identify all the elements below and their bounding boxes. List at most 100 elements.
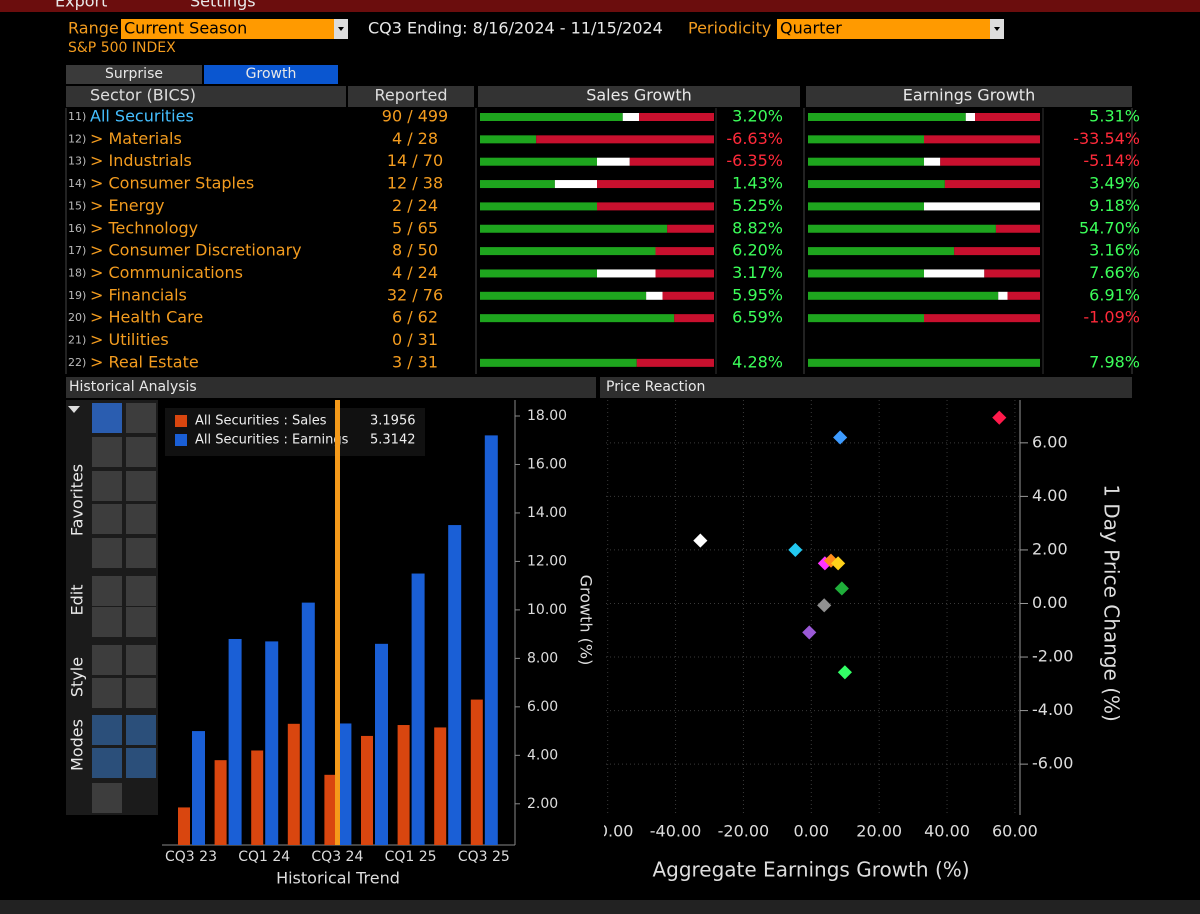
- tool-button[interactable]: [92, 403, 122, 433]
- reported: 4 / 28: [392, 129, 438, 148]
- bar-green: [808, 358, 1040, 367]
- panel-title: Historical Analysis: [69, 379, 197, 395]
- legend-value: 3.1956: [370, 414, 416, 429]
- legend-value: 5.3142: [370, 433, 416, 448]
- tool-button[interactable]: [92, 538, 122, 568]
- sales-growth: 6.59%: [732, 308, 783, 327]
- y-tick-label: 2.00: [527, 796, 558, 812]
- row-number: 17): [68, 244, 86, 257]
- reported: 8 / 50: [392, 241, 438, 260]
- legend-label: All Securities : Earnings: [195, 433, 349, 448]
- legend-label: All Securities : Sales: [195, 414, 327, 429]
- bar-green: [480, 224, 668, 233]
- reported: 3 / 31: [392, 352, 438, 371]
- x-axis-label: Aggregate Earnings Growth (%): [652, 858, 969, 882]
- bar-red: [944, 180, 1040, 189]
- y-tick-label: -2.00: [1032, 647, 1073, 666]
- tool-button[interactable]: [126, 538, 156, 568]
- bar-white: [924, 157, 941, 166]
- tool-button[interactable]: [126, 437, 156, 467]
- earnings-growth: 7.66%: [1089, 263, 1140, 282]
- bar-red: [636, 358, 714, 367]
- y-tick-label: 12.00: [527, 553, 567, 569]
- menu-item[interactable]: Settings: [190, 0, 256, 11]
- tool-button[interactable]: [126, 403, 156, 433]
- reported: 4 / 24: [392, 263, 438, 282]
- row-number: 14): [68, 177, 86, 190]
- tool-button[interactable]: [92, 437, 122, 467]
- tool-button[interactable]: [92, 783, 122, 813]
- bar-green: [480, 291, 647, 300]
- bar-green: [808, 314, 924, 323]
- bar-white: [597, 269, 656, 278]
- periodicity-dropdown[interactable]: [777, 19, 1004, 39]
- y-tick-label: 4.00: [527, 747, 558, 763]
- scatter-chart: -6.00 -4.00 -2.00 0.00 2.00 4.00 6.00 -60.00 -40…: [604, 400, 1124, 882]
- x-tick-label: CQ1 25: [385, 849, 437, 865]
- tab[interactable]: [66, 65, 202, 84]
- bar-green: [480, 269, 597, 278]
- tool-button[interactable]: [126, 607, 156, 637]
- header-text: Reported: [374, 86, 447, 105]
- y-tick-label: 6.00: [527, 699, 558, 715]
- index-name: S&P 500 INDEX: [68, 40, 176, 56]
- row-number: 18): [68, 266, 86, 279]
- y-tick-label: 6.00: [1032, 432, 1068, 451]
- bar-white: [924, 269, 985, 278]
- sales-growth: 5.95%: [732, 285, 783, 304]
- earnings-growth: 7.98%: [1089, 352, 1140, 371]
- y-tick-label: 14.00: [527, 505, 567, 521]
- tool-button[interactable]: [126, 471, 156, 501]
- tab-label: Growth: [246, 66, 297, 82]
- x-tick-label: 0.00: [793, 822, 829, 841]
- bar: [411, 573, 425, 845]
- bar-white: [965, 113, 976, 121]
- tool-button[interactable]: [126, 748, 156, 778]
- sales-growth: 4.28%: [732, 352, 783, 371]
- status-bar: [0, 900, 1200, 914]
- table-rows: 11) All Securities 90 / 499 3.20% 5.31% 12) > …: [68, 107, 1140, 372]
- tool-button[interactable]: [92, 607, 122, 637]
- y-tick-label: 8.00: [527, 650, 558, 666]
- sector-name: > Financials: [90, 285, 187, 304]
- tab-active[interactable]: [204, 65, 338, 84]
- toolbar-menu[interactable]: [68, 406, 80, 413]
- sector-name: > Industrials: [90, 151, 192, 170]
- reported: 32 / 76: [387, 285, 443, 304]
- cursor-line[interactable]: [335, 400, 340, 845]
- sales-growth: 3.17%: [732, 263, 783, 282]
- tool-button[interactable]: [92, 678, 122, 708]
- tool-button[interactable]: [92, 748, 122, 778]
- tool-button[interactable]: [126, 645, 156, 675]
- range-dropdown[interactable]: [121, 19, 348, 39]
- header-text: Earnings Growth: [903, 86, 1035, 105]
- tool-button[interactable]: [126, 576, 156, 606]
- tool-button[interactable]: [92, 471, 122, 501]
- sales-growth: 5.25%: [732, 196, 783, 215]
- earnings-growth: 6.91%: [1089, 285, 1140, 304]
- header-cell: [478, 86, 800, 107]
- arrow-icon: [338, 27, 344, 31]
- tool-button[interactable]: [92, 645, 122, 675]
- bar: [434, 727, 447, 845]
- bar-white: [646, 291, 663, 300]
- sales-growth: -6.63%: [726, 129, 783, 148]
- bar-green: [480, 247, 656, 256]
- panel-header: [66, 377, 596, 398]
- point: [802, 625, 817, 640]
- tool-button[interactable]: [126, 715, 156, 745]
- x-axis-label: Historical Trend: [276, 869, 400, 888]
- row-number: 21): [68, 334, 86, 347]
- tool-button[interactable]: [92, 576, 122, 606]
- tool-button[interactable]: [126, 504, 156, 534]
- sector-name: > Consumer Staples: [90, 174, 254, 193]
- tool-button[interactable]: [92, 504, 122, 534]
- bar-red: [655, 269, 714, 278]
- menu-item[interactable]: Export: [55, 0, 107, 11]
- tool-button[interactable]: [92, 715, 122, 745]
- sector-name: > Technology: [90, 218, 198, 237]
- tool-button[interactable]: [126, 678, 156, 708]
- bar: [361, 735, 373, 845]
- y-tick-label: 10.00: [527, 602, 567, 618]
- sales-growth: 1.43%: [732, 174, 783, 193]
